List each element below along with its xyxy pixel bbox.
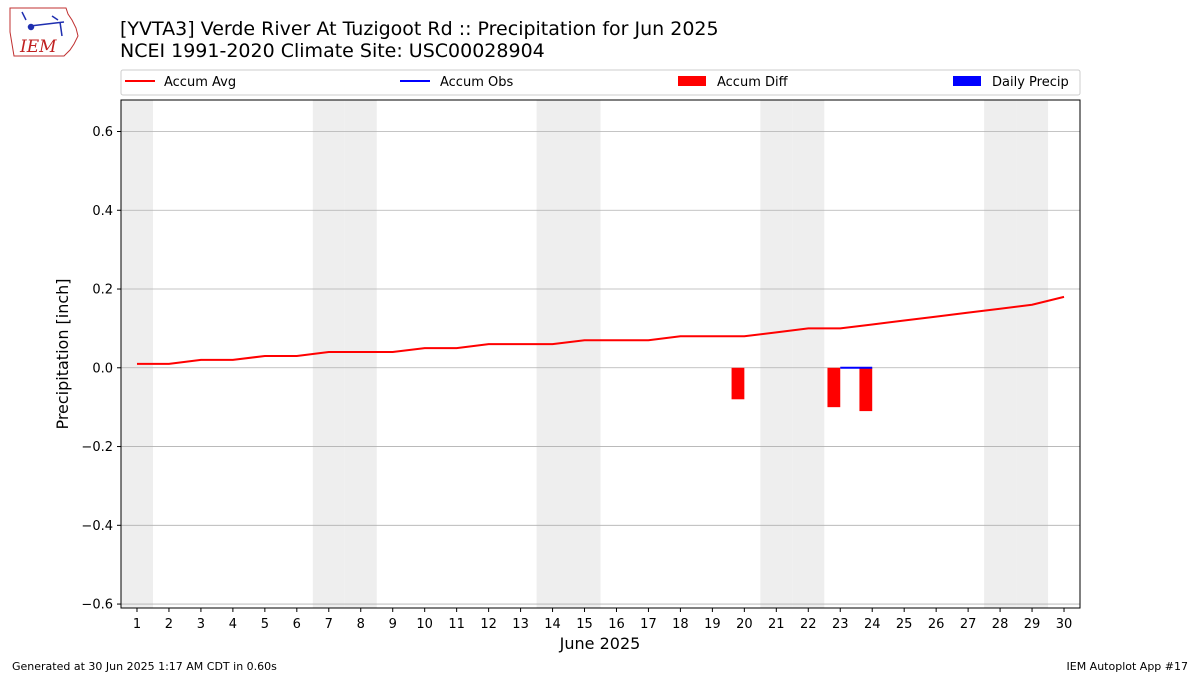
- legend-swatch-accum-diff: [678, 76, 706, 86]
- y-tick-label-2: −0.2: [81, 440, 113, 455]
- weekend-shade-day-21: [760, 100, 793, 608]
- plot-frame: [120, 99, 1081, 609]
- x-tick-label-27: 27: [960, 617, 977, 632]
- iem-logo: IEM: [9, 7, 79, 57]
- legend-label-accum-avg: Accum Avg: [164, 75, 236, 90]
- x-tick-label-3: 3: [197, 617, 205, 632]
- x-tick-label-15: 15: [576, 617, 593, 632]
- y-tick-label-3: 0.0: [92, 361, 113, 376]
- chart-title: [YVTA3] Verde River At Tuzigoot Rd :: Pr…: [120, 18, 719, 40]
- accum-diff-bar-day-23: [827, 367, 841, 408]
- footer-generated: Generated at 30 Jun 2025 1:17 AM CDT in …: [12, 660, 277, 673]
- legend: Accum Avg Accum Obs Accum Diff Daily Pre…: [120, 69, 1081, 96]
- x-tick-label-8: 8: [357, 617, 365, 632]
- legend-swatch-daily-precip: [953, 76, 981, 86]
- x-tick-label-14: 14: [544, 617, 561, 632]
- weekend-shade-day-1: [121, 100, 153, 608]
- x-tick-label-22: 22: [800, 617, 817, 632]
- x-tick-label-18: 18: [672, 617, 689, 632]
- x-axis-ticks: 1 2 3 4 5 6 7 8 9 10 11 12 13 14 15 16 17 18 19 20 21 22 23 24 2…: [133, 608, 1072, 632]
- legend-label-daily-precip: Daily Precip: [992, 75, 1069, 90]
- x-tick-label-24: 24: [864, 617, 881, 632]
- y-axis-ticks: −0.6 −0.4 −0.2 0.0 0.2 0.4 0.6: [81, 125, 121, 613]
- legend-frame: [120, 69, 1081, 96]
- weekend-shade-day-29: [1016, 100, 1049, 608]
- x-tick-label-1: 1: [133, 617, 141, 632]
- y-axis-label: Precipitation [inch]: [53, 278, 72, 429]
- x-tick-label-23: 23: [832, 617, 849, 632]
- legend-label-accum-diff: Accum Diff: [717, 75, 789, 90]
- gridlines: [121, 131, 1080, 605]
- accum-diff-bar-day-20: [731, 367, 745, 400]
- x-tick-label-28: 28: [992, 617, 1009, 632]
- logo-text: IEM: [19, 37, 57, 57]
- x-tick-label-16: 16: [608, 617, 625, 632]
- x-tick-label-10: 10: [416, 617, 433, 632]
- weekend-shade-day-14: [536, 100, 569, 608]
- x-tick-label-19: 19: [704, 617, 721, 632]
- weekend-shade-day-22: [792, 100, 825, 608]
- x-tick-label-30: 30: [1056, 617, 1073, 632]
- x-tick-label-9: 9: [389, 617, 397, 632]
- x-tick-label-17: 17: [640, 617, 657, 632]
- x-tick-label-4: 4: [229, 617, 237, 632]
- x-tick-label-29: 29: [1024, 617, 1041, 632]
- x-tick-label-5: 5: [261, 617, 269, 632]
- y-tick-label-6: 0.6: [92, 125, 113, 140]
- x-tick-label-13: 13: [512, 617, 529, 632]
- footer-app: IEM Autoplot App #17: [1067, 660, 1189, 673]
- x-tick-label-20: 20: [736, 617, 753, 632]
- weather-station-icon: [21, 11, 65, 37]
- accum-diff-bar-day-24: [859, 367, 873, 412]
- y-tick-label-5: 0.4: [92, 204, 113, 219]
- x-axis-label: June 2025: [559, 634, 641, 653]
- accum-diff-bars: [731, 367, 873, 412]
- legend-label-accum-obs: Accum Obs: [440, 75, 513, 90]
- x-tick-label-25: 25: [896, 617, 913, 632]
- x-tick-label-21: 21: [768, 617, 785, 632]
- x-tick-label-11: 11: [448, 617, 465, 632]
- x-tick-label-7: 7: [325, 617, 333, 632]
- x-tick-label-6: 6: [293, 617, 301, 632]
- x-tick-label-2: 2: [165, 617, 173, 632]
- x-tick-label-12: 12: [480, 617, 497, 632]
- iowa-state-logo-icon: [9, 7, 79, 57]
- weekend-shade-day-28: [984, 100, 1017, 608]
- x-tick-label-26: 26: [928, 617, 945, 632]
- y-tick-label-1: −0.4: [81, 519, 113, 534]
- accum-avg-line: [136, 295, 1065, 365]
- weekend-shade-day-8: [344, 100, 377, 608]
- y-tick-label-4: 0.2: [92, 283, 113, 298]
- weekend-shade-day-15: [568, 100, 601, 608]
- chart-subtitle: NCEI 1991-2020 Climate Site: USC00028904: [120, 40, 545, 62]
- weekend-shading: [121, 100, 1049, 608]
- y-tick-label-0: −0.6: [81, 598, 113, 613]
- accum-avg-series: [136, 295, 1065, 365]
